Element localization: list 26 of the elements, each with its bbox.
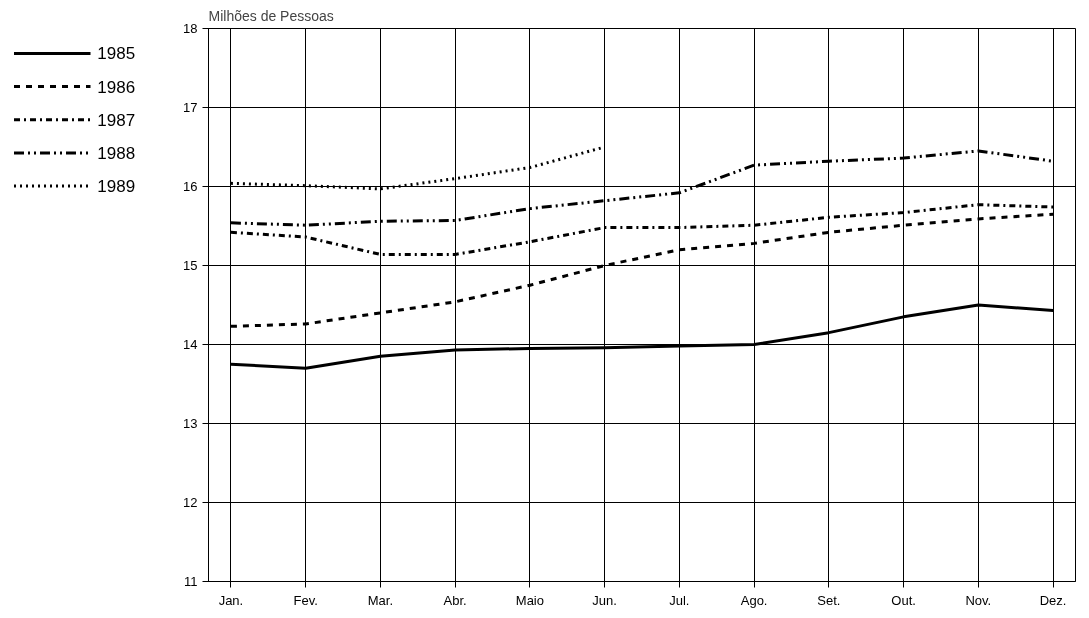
x-tick-label: Set.	[817, 592, 841, 608]
x-tick-label: Jan.	[218, 592, 244, 608]
legend-label: 1989	[97, 177, 136, 197]
y-tick-label: 12	[183, 495, 198, 510]
x-tick-label: Jul.	[669, 592, 690, 608]
legend-label: 1985	[97, 44, 136, 64]
y-tick-label: 11	[184, 574, 198, 589]
y-tick-label: 16	[183, 179, 198, 194]
legend-label: 1988	[97, 143, 136, 163]
y-tick-label: 15	[183, 258, 198, 273]
legend-label: 1987	[97, 110, 136, 130]
y-tick-label: 17	[183, 100, 198, 115]
x-tick-label: Nov.	[965, 592, 992, 608]
y-axis-title: Milhões de Pessoas	[208, 7, 334, 24]
x-tick-label: Mar.	[367, 592, 394, 608]
legend-label: 1986	[97, 77, 136, 97]
y-tick-label: 18	[183, 21, 198, 36]
x-tick-label: Maio	[515, 592, 544, 608]
x-tick-label: Out.	[891, 592, 916, 608]
y-tick-label: 13	[183, 416, 198, 431]
y-tick-label: 14	[183, 337, 198, 352]
x-tick-label: Abr.	[443, 592, 467, 608]
x-tick-label: Jun.	[592, 592, 617, 608]
x-tick-label: Fev.	[293, 592, 318, 608]
x-tick-label: Dez.	[1039, 592, 1067, 608]
x-tick-label: Ago.	[740, 592, 768, 608]
